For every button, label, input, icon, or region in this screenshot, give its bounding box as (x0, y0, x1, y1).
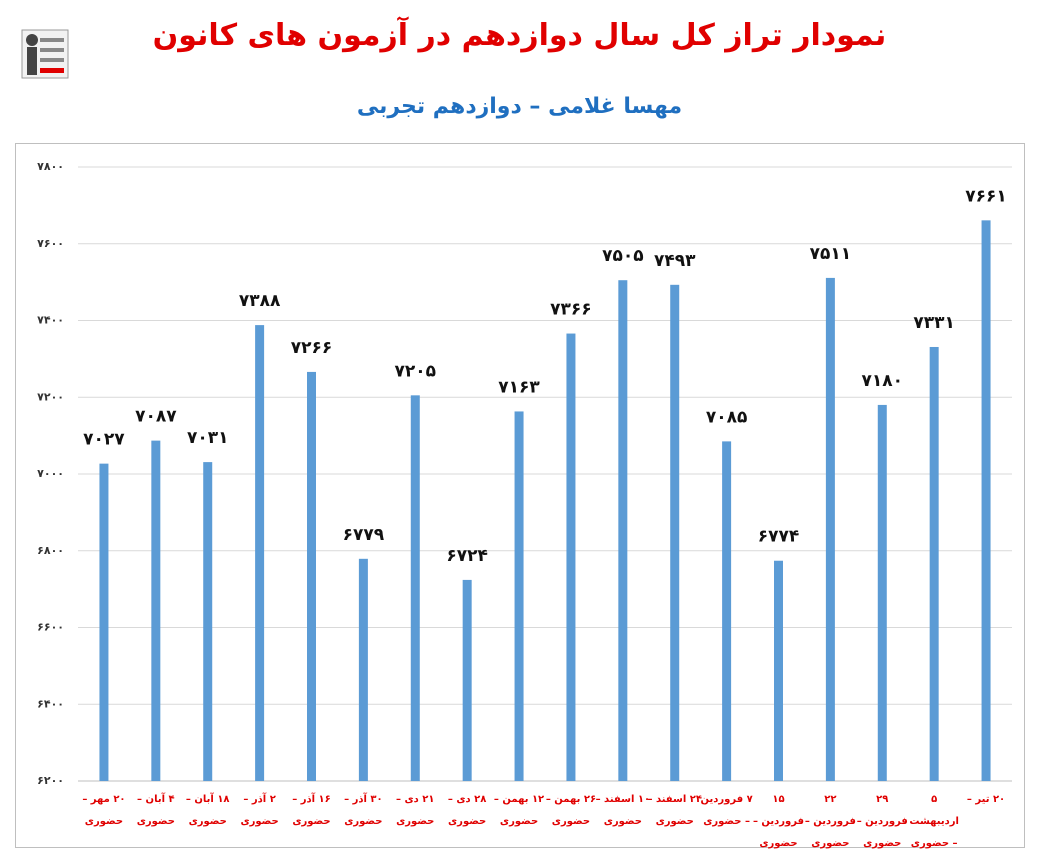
value-label: ۷۶۶۱ (965, 186, 1007, 206)
bar (410, 395, 420, 781)
chart-subtitle: مهسا غلامی – دوازدهم تجربی (356, 94, 683, 119)
bar (462, 579, 472, 781)
chart-frame (15, 143, 1025, 848)
x-tick-label: ۴ آبان – حضوری (136, 794, 175, 827)
y-tick-label: ۶۴۰۰ (37, 697, 64, 710)
value-label: ۷۰۸۵ (706, 407, 748, 427)
x-tick-label: ۲۴ اسفند – حضوری (647, 794, 702, 827)
x-tick-label: ۱۸ آبان – حضوری (185, 794, 230, 827)
value-label: ۷۵۱۱ (810, 244, 852, 264)
x-tick-label: ۵ اردیبهشت – حضوری (909, 794, 959, 849)
x-tick-label: ۱۶ آذر – حضوری (292, 794, 331, 827)
value-label: ۷۱۸۰ (862, 371, 904, 391)
bar (722, 441, 732, 781)
x-tick-label: ۷ فروردین – حضوری (700, 794, 753, 827)
value-label: ۷۳۸۸ (239, 291, 281, 311)
y-tick-label: ۷۸۰۰ (37, 160, 64, 173)
value-label: ۷۰۲۷ (83, 430, 125, 450)
bar (203, 462, 213, 781)
bar (307, 371, 316, 781)
x-tick-label: ۲۹ فروردین – حضوری (856, 794, 908, 849)
bar (618, 280, 628, 781)
value-label: ۷۳۶۶ (550, 300, 592, 320)
value-label: ۷۰۳۱ (187, 428, 229, 448)
x-tick-label: ۲۰ مهر – حضوری (82, 794, 126, 827)
value-label: ۷۵۰۵ (602, 246, 644, 266)
y-tick-label: ۷۲۰۰ (37, 390, 64, 403)
x-tick-label: ۳۰ آذر – حضوری (344, 794, 383, 827)
x-tick-label: ۲۱ دی – حضوری (396, 794, 435, 827)
value-label: ۶۷۷۹ (343, 525, 385, 545)
bar (566, 333, 576, 781)
bar (151, 440, 161, 781)
x-tick-label: ۱۲ بهمن – حضوری (493, 794, 545, 827)
y-tick-label: ۷۰۰۰ (37, 467, 64, 480)
y-tick-label: ۶۲۰۰ (37, 774, 64, 787)
bar (877, 404, 887, 781)
y-tick-label: ۷۶۰۰ (37, 237, 64, 250)
bar (358, 558, 368, 781)
x-tick-label: ۲۶ بهمن – حضوری (545, 794, 597, 827)
value-label: ۶۷۲۴ (446, 546, 488, 566)
value-label: ۷۱۶۳ (498, 377, 540, 397)
value-label: ۷۲۰۵ (395, 361, 437, 381)
x-tick-label: ۱۵ فروردین – حضوری (752, 794, 805, 849)
y-tick-label: ۶۸۰۰ (37, 544, 64, 557)
bar (774, 560, 783, 781)
bar (981, 220, 991, 781)
chart-title: نمودار تراز کل سال دوازدهم در آزمون های … (152, 18, 887, 53)
value-label: ۷۳۳۱ (913, 313, 955, 333)
x-tick-label: ۲ آذر – حضوری (240, 794, 279, 827)
bar (929, 346, 939, 781)
value-label: ۷۴۹۳ (654, 251, 696, 271)
x-tick-label: ۲۸ دی – حضوری (447, 794, 487, 827)
value-label: ۶۷۷۴ (758, 527, 800, 547)
bar (670, 284, 680, 781)
logo (21, 29, 69, 79)
x-tick-label: ۲۲ فروردین – حضوری (804, 794, 856, 849)
bar (825, 277, 835, 781)
bar (99, 463, 109, 781)
y-tick-label: ۷۴۰۰ (37, 314, 64, 327)
value-label: ۷۰۸۷ (135, 407, 177, 427)
bar (514, 411, 524, 781)
y-tick-label: ۶۶۰۰ (37, 621, 64, 634)
x-tick-label: ۲۰ تیر – (966, 794, 1006, 805)
bar (255, 325, 265, 781)
x-tick-label: ۱۰ اسفند – حضوری (595, 794, 651, 827)
value-label: ۷۲۶۶ (291, 338, 333, 358)
